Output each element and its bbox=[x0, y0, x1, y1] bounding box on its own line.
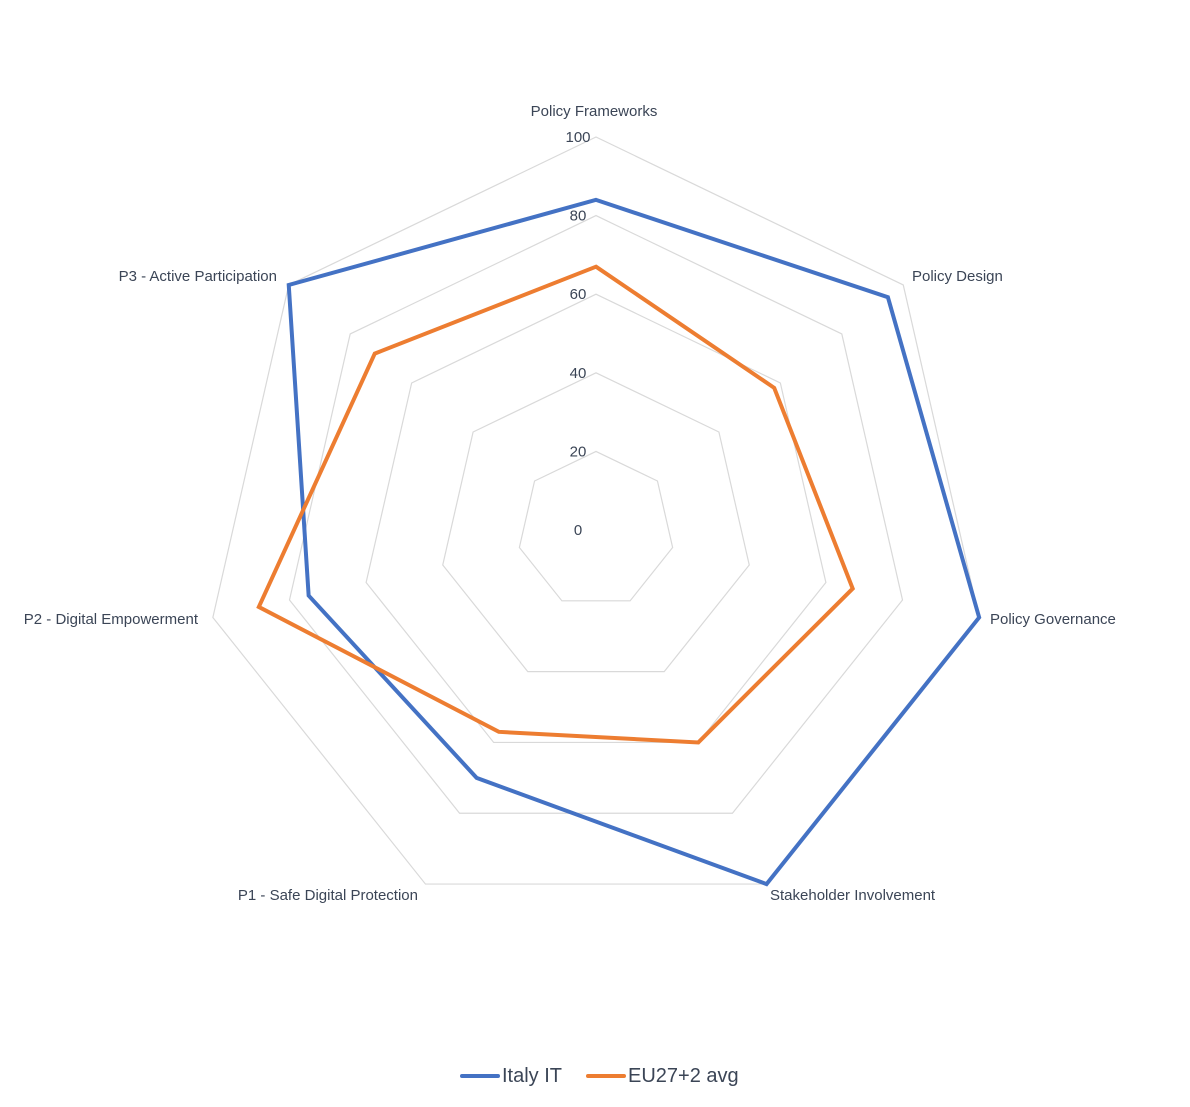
category-labels: Policy Frameworks Policy Design Policy Gov… bbox=[24, 103, 1116, 904]
legend-label-italy: Italy IT bbox=[502, 1065, 562, 1087]
series-line-italy bbox=[286, 197, 982, 887]
category-label-policy-design: Policy Design bbox=[912, 268, 1003, 285]
gridline-80 bbox=[288, 214, 904, 814]
tick-label-60: 60 bbox=[570, 286, 587, 303]
category-label-stakeholder-involvement: Stakeholder Involvement bbox=[770, 887, 936, 904]
series-line-eu-avg bbox=[256, 264, 856, 745]
legend-item-eu-avg[interactable]: EU27+2 avg bbox=[586, 1065, 739, 1087]
gridline-40 bbox=[442, 372, 750, 673]
tick-label-20: 20 bbox=[570, 443, 587, 460]
tick-label-80: 80 bbox=[570, 208, 587, 225]
radial-tick-labels: 0 20 40 60 80 100 bbox=[565, 129, 590, 539]
category-label-p3-active-participation: P3 - Active Participation bbox=[119, 268, 277, 285]
legend: Italy IT EU27+2 avg bbox=[460, 1065, 739, 1087]
category-label-policy-governance: Policy Governance bbox=[990, 611, 1116, 628]
legend-item-italy[interactable]: Italy IT bbox=[460, 1065, 562, 1087]
legend-label-eu-avg: EU27+2 avg bbox=[628, 1065, 739, 1087]
series-layer bbox=[256, 197, 982, 887]
gridline-100 bbox=[212, 136, 980, 885]
radar-grid bbox=[212, 136, 980, 885]
category-label-p2-digital-empowerment: P2 - Digital Empowerment bbox=[24, 611, 199, 628]
gridline-60 bbox=[365, 293, 827, 744]
category-label-policy-frameworks: Policy Frameworks bbox=[531, 103, 658, 120]
category-label-p1-safe-digital-protection: P1 - Safe Digital Protection bbox=[238, 887, 418, 904]
tick-label-0: 0 bbox=[574, 522, 582, 539]
tick-label-40: 40 bbox=[570, 365, 587, 382]
gridline-20 bbox=[518, 450, 674, 602]
tick-label-100: 100 bbox=[565, 129, 590, 146]
